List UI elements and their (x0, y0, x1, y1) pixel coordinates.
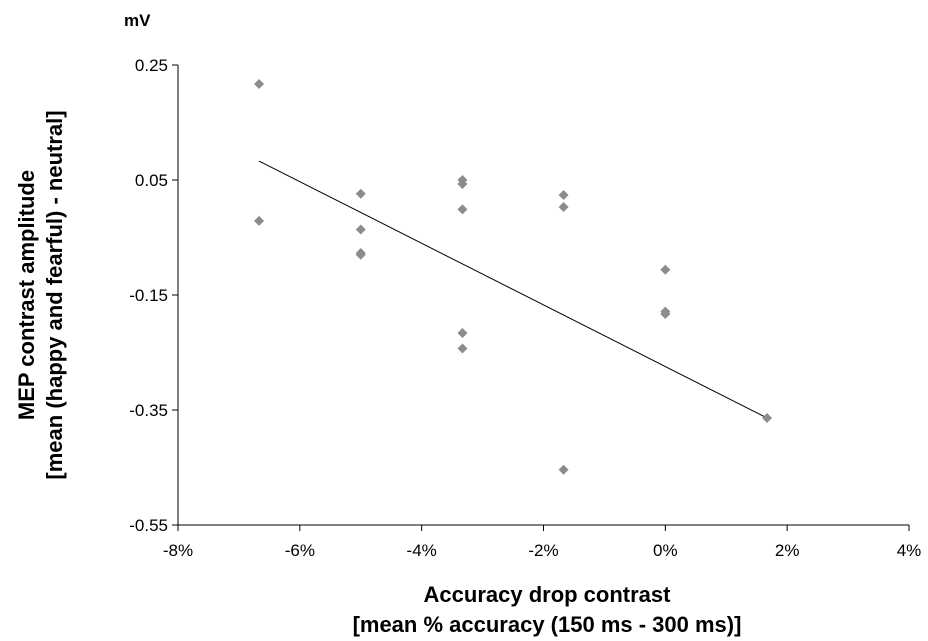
x-tick-label: -4% (407, 541, 437, 560)
data-point (660, 264, 671, 275)
data-point (457, 327, 468, 338)
x-tick-label: 2% (775, 541, 800, 560)
data-point (355, 224, 366, 235)
data-points (254, 78, 773, 475)
x-axis-title-line-2: [mean % accuracy (150 ms - 300 ms)] (353, 612, 742, 637)
data-point (355, 249, 366, 260)
y-axis-title: MEP contrast amplitude [mean (happy and … (14, 110, 67, 479)
data-point (254, 78, 265, 89)
x-axis-title: Accuracy drop contrast [mean % accuracy … (353, 582, 742, 637)
x-tick-label: 0% (653, 541, 678, 560)
y-tick-label: 0.25 (135, 56, 168, 75)
data-point (558, 464, 569, 475)
x-tick-label: -2% (528, 541, 558, 560)
y-tick-label: -0.15 (129, 286, 168, 305)
x-tick-label: 4% (897, 541, 922, 560)
trendline (258, 160, 768, 419)
axis-ticks: 0.25 0.05 -0.15 -0.35 -0.55 -8% -6% -4% -2% 0% 2% 4… (129, 56, 921, 560)
data-point (660, 308, 671, 319)
y-unit-label: mV (124, 11, 151, 30)
x-tick-label: -6% (285, 541, 315, 560)
y-tick-label: -0.35 (129, 401, 168, 420)
x-tick-label: -8% (163, 541, 193, 560)
trendline-group (258, 160, 768, 419)
axes (177, 65, 909, 526)
y-axis-title-line-2: [mean (happy and fearful) - neutral] (42, 110, 67, 479)
y-axis-title-line-1: MEP contrast amplitude (14, 170, 39, 420)
data-point (558, 189, 569, 200)
data-point (558, 202, 569, 213)
data-point (457, 204, 468, 215)
y-tick-label: 0.05 (135, 171, 168, 190)
data-point (457, 343, 468, 354)
x-axis-title-line-1: Accuracy drop contrast (424, 582, 672, 607)
data-point (355, 188, 366, 199)
data-point (254, 215, 265, 226)
y-tick-label: -0.55 (129, 516, 168, 535)
data-point (457, 179, 468, 190)
data-point (762, 413, 773, 424)
